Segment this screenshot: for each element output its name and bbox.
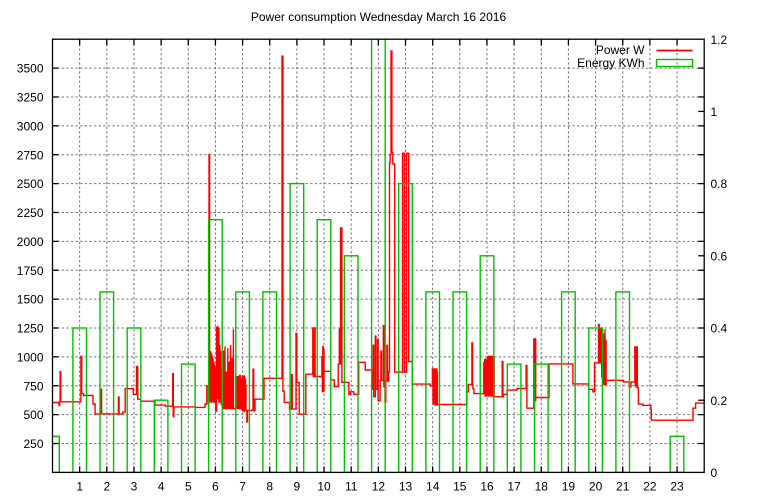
svg-text:3: 3	[131, 480, 138, 494]
svg-text:17: 17	[507, 480, 521, 494]
svg-text:1: 1	[76, 480, 83, 494]
svg-text:6: 6	[212, 480, 219, 494]
svg-text:250: 250	[23, 437, 43, 451]
svg-text:9: 9	[294, 480, 301, 494]
svg-text:2750: 2750	[17, 148, 44, 162]
svg-text:19: 19	[562, 480, 576, 494]
svg-text:0.4: 0.4	[711, 322, 728, 336]
svg-text:13: 13	[399, 480, 413, 494]
svg-text:8: 8	[266, 480, 273, 494]
svg-text:7: 7	[239, 480, 246, 494]
svg-text:5: 5	[185, 480, 192, 494]
svg-text:15: 15	[453, 480, 467, 494]
svg-text:2250: 2250	[17, 206, 44, 220]
svg-text:Power W: Power W	[596, 43, 645, 57]
svg-text:0: 0	[711, 466, 718, 480]
svg-text:Power consumption Wednesday Ma: Power consumption Wednesday March 16 201…	[251, 10, 507, 24]
svg-text:3000: 3000	[17, 119, 44, 133]
svg-text:1: 1	[711, 105, 718, 119]
svg-text:3250: 3250	[17, 91, 44, 105]
svg-text:750: 750	[23, 379, 43, 393]
svg-text:16: 16	[480, 480, 494, 494]
svg-text:2500: 2500	[17, 177, 44, 191]
svg-text:10: 10	[317, 480, 331, 494]
svg-text:0.8: 0.8	[711, 177, 728, 191]
svg-text:1250: 1250	[17, 322, 44, 336]
svg-text:1750: 1750	[17, 264, 44, 278]
svg-text:20: 20	[589, 480, 603, 494]
svg-text:2000: 2000	[17, 235, 44, 249]
svg-text:11: 11	[345, 480, 358, 494]
svg-text:1500: 1500	[17, 293, 44, 307]
svg-text:2: 2	[103, 480, 110, 494]
svg-text:1.2: 1.2	[711, 33, 728, 47]
svg-text:1000: 1000	[17, 351, 44, 365]
svg-text:18: 18	[535, 480, 549, 494]
svg-text:0.6: 0.6	[711, 249, 728, 263]
svg-text:0.2: 0.2	[711, 394, 728, 408]
svg-text:4: 4	[158, 480, 165, 494]
svg-text:500: 500	[23, 408, 43, 422]
svg-text:12: 12	[372, 480, 386, 494]
svg-text:21: 21	[616, 480, 630, 494]
svg-text:Energy KWh: Energy KWh	[577, 56, 644, 70]
svg-text:3500: 3500	[17, 62, 44, 76]
svg-text:22: 22	[643, 480, 657, 494]
svg-text:14: 14	[426, 480, 440, 494]
svg-text:23: 23	[670, 480, 684, 494]
